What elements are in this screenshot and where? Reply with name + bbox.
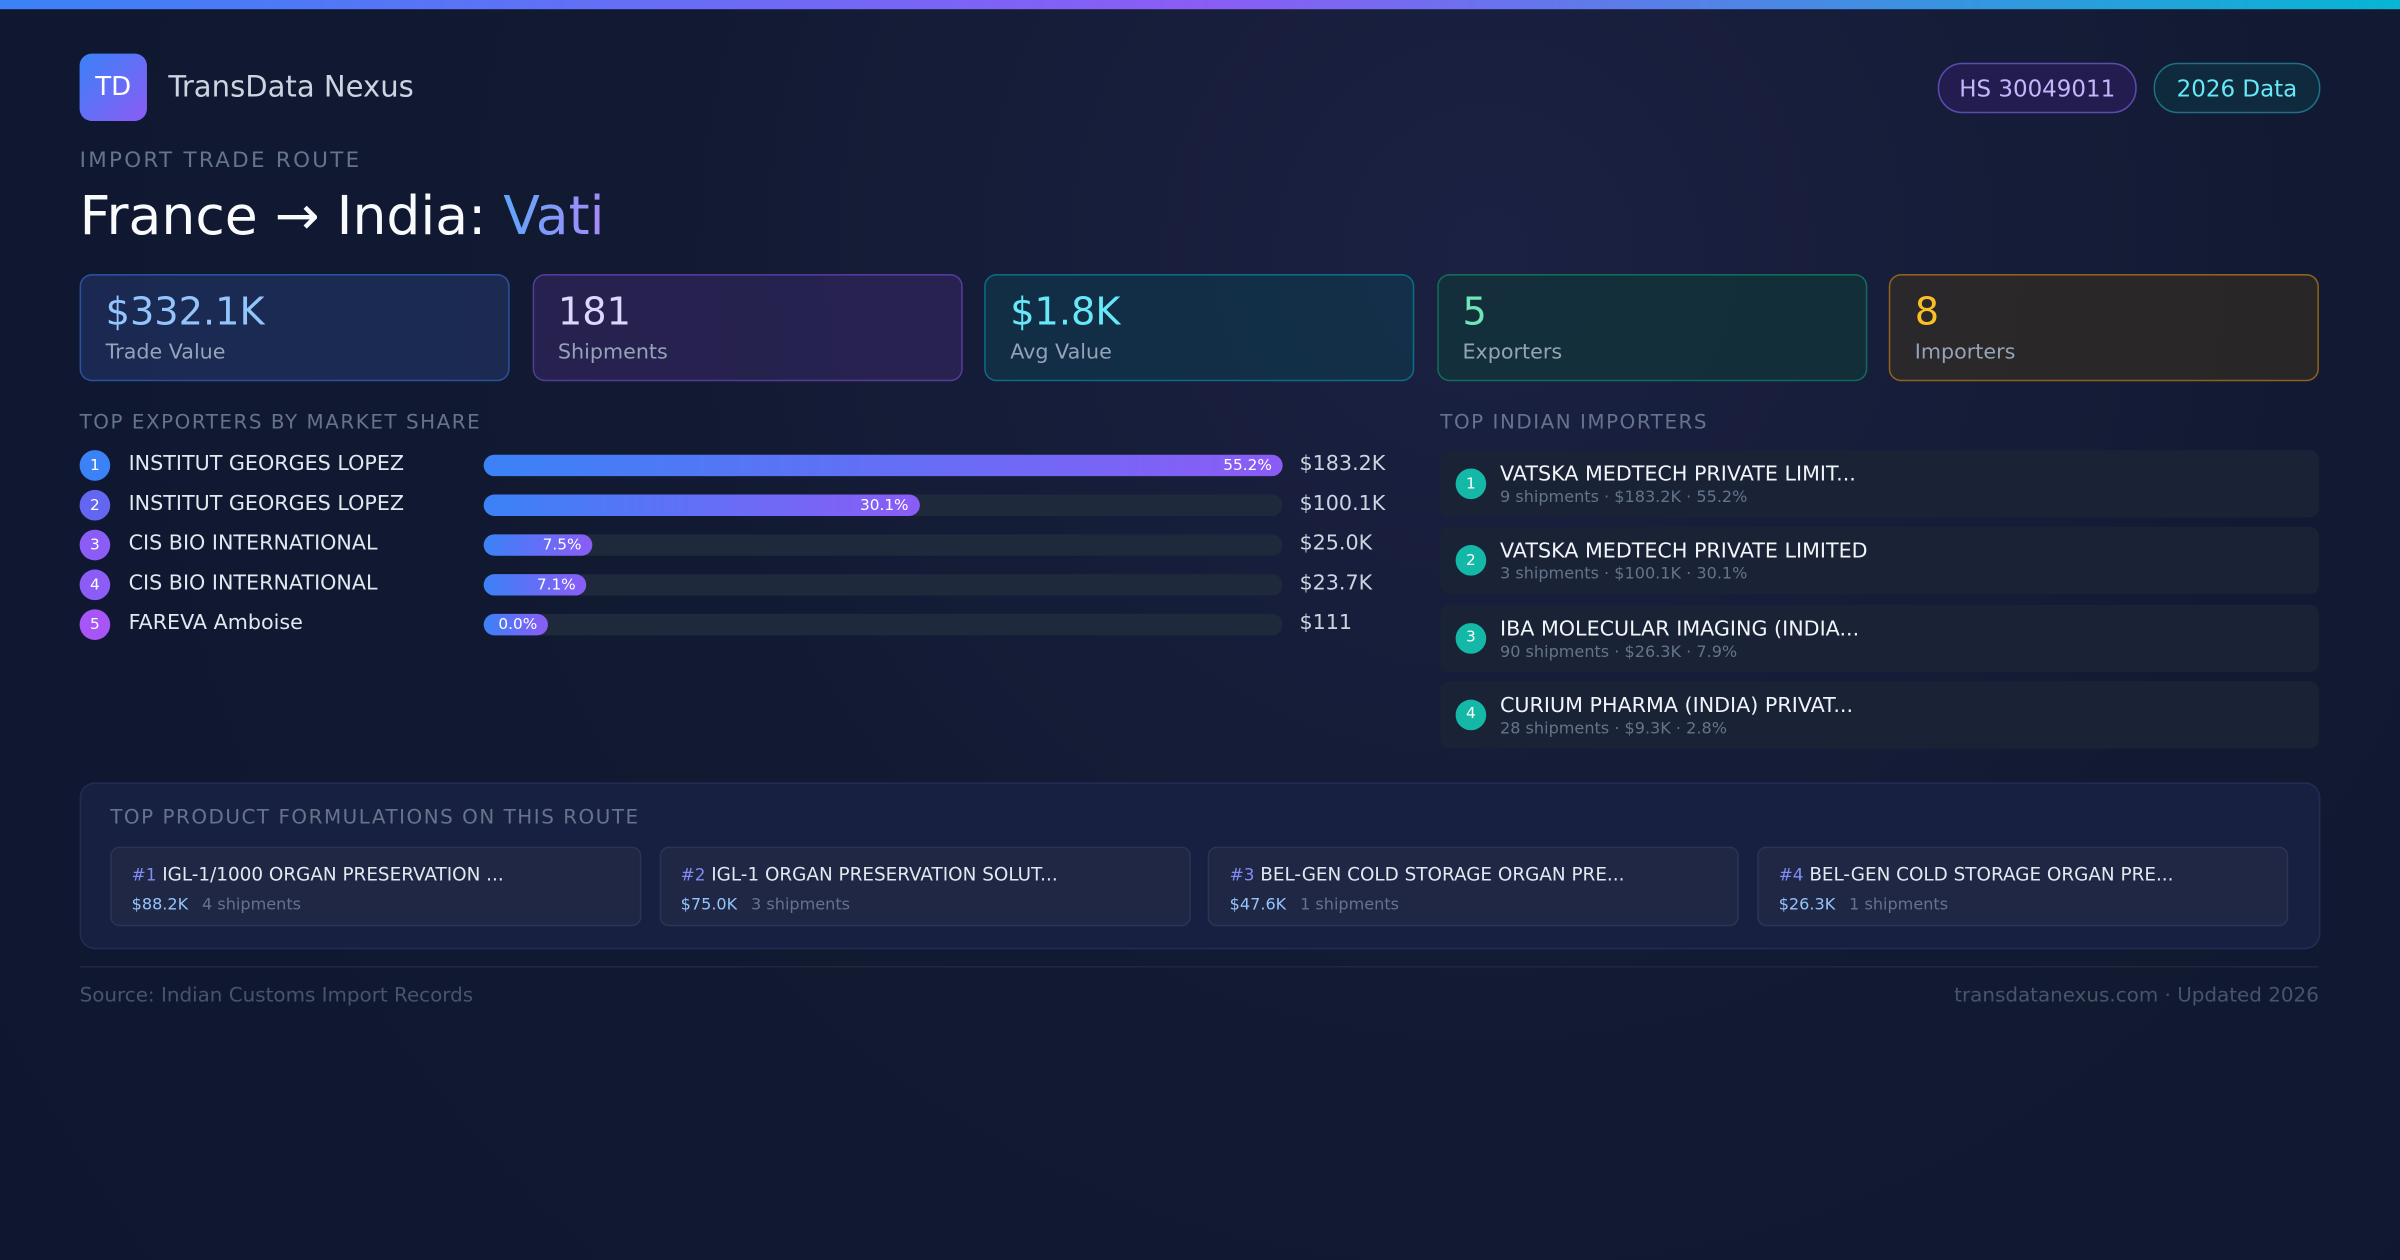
rank-badge: 3 xyxy=(1455,622,1487,654)
title-highlight: Vati xyxy=(503,186,605,249)
bar-track: 0.0% xyxy=(483,613,1283,636)
divider xyxy=(79,966,2319,968)
importer-name: VATSKA MEDTECH PRIVATE LIMIT... xyxy=(1499,462,1856,487)
section-heading: TOP PRODUCT FORMULATIONS ON THIS ROUTE xyxy=(110,806,640,830)
stat-label: Exporters xyxy=(1462,339,1563,365)
product-card: #4 BEL-GEN COLD STORAGE ORGAN PRE... $26.3… xyxy=(1757,846,2289,927)
product-name: IGL-1/1000 ORGAN PRESERVATION ... xyxy=(162,863,504,885)
logo: TD xyxy=(79,53,147,121)
products-panel: TOP PRODUCT FORMULATIONS ON THIS ROUTE #1… xyxy=(79,782,2321,950)
exporter-name: CIS BIO INTERNATIONAL xyxy=(128,571,378,596)
eyebrow: IMPORT TRADE ROUTE xyxy=(79,148,362,174)
stat-value: $332.1K xyxy=(105,289,265,334)
exporter-name: INSTITUT GEORGES LOPEZ xyxy=(128,491,405,516)
exporter-name: INSTITUT GEORGES LOPEZ xyxy=(128,451,405,477)
importer-detail: 3 shipments · $100.1K · 30.1% xyxy=(1499,565,1748,584)
product-shipments: 3 shipments xyxy=(751,895,851,915)
stat-card: 181 Shipments xyxy=(531,274,962,382)
product-shipments: 4 shipments xyxy=(202,895,302,915)
product-value: $47.6K xyxy=(1229,895,1287,915)
rank-badge: 2 xyxy=(79,489,111,521)
section-heading: TOP INDIAN IMPORTERS xyxy=(1440,411,1709,435)
importer-detail: 9 shipments · $183.2K · 55.2% xyxy=(1499,488,1748,507)
share-bar: 0.0% xyxy=(483,613,548,636)
stat-card: $1.8K Avg Value xyxy=(984,274,1415,382)
rank-badge: 4 xyxy=(79,569,111,601)
badge: HS 30049011 xyxy=(1937,62,2137,114)
exporter-value: $100.1K xyxy=(1299,491,1386,516)
importer-detail: 90 shipments · $26.3K · 7.9% xyxy=(1499,642,1738,661)
share-bar: 7.5% xyxy=(483,534,593,556)
product-card: #1 IGL-1/1000 ORGAN PRESERVATION ... $88.2… xyxy=(110,846,642,927)
share-bar: 55.2% xyxy=(483,454,1283,477)
product-value: $26.3K xyxy=(1778,895,1836,915)
stat-value: 181 xyxy=(557,289,631,334)
importer-name: CURIUM PHARMA (INDIA) PRIVAT... xyxy=(1499,693,1854,718)
stat-label: Avg Value xyxy=(1010,339,1112,365)
share-bar: 30.1% xyxy=(483,494,920,516)
stat-label: Importers xyxy=(1914,339,2016,365)
product-rank: #1 xyxy=(131,865,157,885)
product-shipments: 1 shipments xyxy=(1849,895,1949,915)
exporter-name: CIS BIO INTERNATIONAL xyxy=(128,531,378,556)
product-rank: #2 xyxy=(680,865,706,885)
product-shipments: 1 shipments xyxy=(1300,895,1400,915)
footer-site: transdatanexus.com · Updated 2026 xyxy=(1954,984,2319,1008)
importer-detail: 28 shipments · $9.3K · 2.8% xyxy=(1499,719,1727,738)
rank-badge: 1 xyxy=(79,450,111,481)
exporter-value: $23.7K xyxy=(1299,571,1373,596)
stat-value: 8 xyxy=(1914,289,1940,334)
product-card: #2 IGL-1 ORGAN PRESERVATION SOLUT... $75.0… xyxy=(659,846,1191,927)
title-prefix: France → India: xyxy=(79,186,487,249)
brand: TransData Nexus xyxy=(168,70,414,105)
stat-value: $1.8K xyxy=(1010,289,1121,334)
importer-card: 2 VATSKA MEDTECH PRIVATE LIMITED 3 shipmen… xyxy=(1440,527,2319,595)
exporter-value: $25.0K xyxy=(1299,531,1373,556)
product-value: $75.0K xyxy=(680,895,738,915)
stat-card: 5 Exporters xyxy=(1436,274,1867,382)
product-name: IGL-1 ORGAN PRESERVATION SOLUT... xyxy=(711,863,1058,885)
section-heading: TOP EXPORTERS BY MARKET SHARE xyxy=(79,411,482,435)
footer-source: Source: Indian Customs Import Records xyxy=(79,984,474,1008)
importer-name: VATSKA MEDTECH PRIVATE LIMITED xyxy=(1499,539,1868,564)
product-rank: #3 xyxy=(1229,865,1255,885)
product-value: $88.2K xyxy=(131,895,189,915)
importer-card: 4 CURIUM PHARMA (INDIA) PRIVAT... 28 shipm… xyxy=(1440,681,2319,749)
importer-card: 3 IBA MOLECULAR IMAGING (INDIA... 90 shipm… xyxy=(1440,604,2319,672)
product-name: BEL-GEN COLD STORAGE ORGAN PRE... xyxy=(1260,863,1625,885)
stat-label: Shipments xyxy=(557,339,668,365)
top-bar xyxy=(0,0,2400,10)
exporter-value: $111 xyxy=(1299,610,1353,636)
product-rank: #4 xyxy=(1778,865,1804,885)
share-bar: 7.1% xyxy=(483,574,587,596)
exporter-value: $183.2K xyxy=(1299,451,1386,477)
badge: 2026 Data xyxy=(2153,62,2321,114)
stat-label: Trade Value xyxy=(105,339,226,365)
bar-track: 7.5% xyxy=(483,534,1283,556)
importer-card: 1 VATSKA MEDTECH PRIVATE LIMIT... 9 shipme… xyxy=(1440,450,2319,518)
stat-card: $332.1K Trade Value xyxy=(79,274,510,382)
stat-value: 5 xyxy=(1462,289,1487,334)
product-name: BEL-GEN COLD STORAGE ORGAN PRE... xyxy=(1809,863,2174,885)
rank-badge: 5 xyxy=(79,609,111,640)
rank-badge: 1 xyxy=(1455,468,1487,500)
rank-badge: 3 xyxy=(79,529,111,561)
importer-name: IBA MOLECULAR IMAGING (INDIA... xyxy=(1499,616,1860,641)
stat-card: 8 Importers xyxy=(1888,274,2319,382)
bar-track: 7.1% xyxy=(483,574,1283,596)
title: France → India: Vati xyxy=(80,187,605,248)
bar-track: 55.2% xyxy=(483,454,1283,477)
bar-track: 30.1% xyxy=(483,494,1283,516)
rank-badge: 4 xyxy=(1455,699,1487,731)
product-card: #3 BEL-GEN COLD STORAGE ORGAN PRE... $47.6… xyxy=(1208,846,1740,927)
rank-badge: 2 xyxy=(1455,545,1487,577)
exporter-name: FAREVA Amboise xyxy=(128,610,303,636)
